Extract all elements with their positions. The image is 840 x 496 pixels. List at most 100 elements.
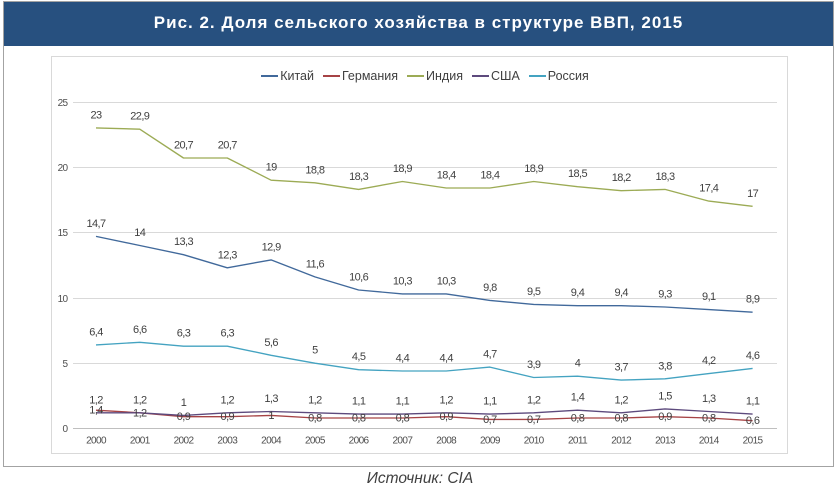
svg-text:2006: 2006 <box>349 436 370 447</box>
svg-text:18,3: 18,3 <box>655 171 674 183</box>
svg-text:1: 1 <box>268 410 274 422</box>
svg-text:1,1: 1,1 <box>352 396 366 408</box>
svg-text:9,1: 9,1 <box>702 291 716 303</box>
svg-text:25: 25 <box>58 98 69 109</box>
svg-text:15: 15 <box>58 228 69 239</box>
svg-text:23: 23 <box>90 109 102 121</box>
svg-text:1,2: 1,2 <box>89 394 103 406</box>
svg-text:6,4: 6,4 <box>89 326 103 338</box>
svg-text:4,2: 4,2 <box>702 355 716 367</box>
svg-text:18,5: 18,5 <box>568 168 587 180</box>
svg-text:18,9: 18,9 <box>524 163 543 175</box>
svg-text:2011: 2011 <box>568 436 588 447</box>
svg-text:0,8: 0,8 <box>702 413 716 425</box>
svg-text:0,8: 0,8 <box>352 413 366 425</box>
svg-text:2009: 2009 <box>480 436 501 447</box>
svg-text:2013: 2013 <box>655 436 676 447</box>
svg-text:2003: 2003 <box>217 436 238 447</box>
svg-text:1,3: 1,3 <box>264 393 278 405</box>
svg-text:1,2: 1,2 <box>614 394 628 406</box>
svg-text:19: 19 <box>266 162 278 174</box>
svg-text:0,9: 0,9 <box>177 411 191 423</box>
svg-text:1,1: 1,1 <box>483 396 497 408</box>
svg-text:1,4: 1,4 <box>571 392 585 404</box>
svg-text:14: 14 <box>134 227 146 239</box>
svg-text:1,2: 1,2 <box>439 394 453 406</box>
svg-text:6,6: 6,6 <box>133 324 147 336</box>
svg-text:17: 17 <box>747 188 759 200</box>
svg-text:1,3: 1,3 <box>702 393 716 405</box>
svg-text:14,7: 14,7 <box>86 218 105 230</box>
svg-text:2002: 2002 <box>174 436 195 447</box>
svg-text:18,4: 18,4 <box>480 170 499 182</box>
svg-text:2015: 2015 <box>743 436 764 447</box>
svg-text:18,8: 18,8 <box>305 164 324 176</box>
svg-text:10,6: 10,6 <box>349 272 368 284</box>
svg-text:18,4: 18,4 <box>437 170 456 182</box>
svg-text:1,4: 1,4 <box>89 405 103 417</box>
svg-text:0: 0 <box>63 424 69 435</box>
svg-text:18,2: 18,2 <box>612 172 631 184</box>
svg-text:20: 20 <box>58 163 69 174</box>
svg-text:1,2: 1,2 <box>221 394 235 406</box>
svg-text:6,3: 6,3 <box>177 328 191 340</box>
svg-text:9,4: 9,4 <box>614 287 628 299</box>
svg-text:5,6: 5,6 <box>264 337 278 349</box>
svg-text:12,9: 12,9 <box>262 241 281 253</box>
svg-text:4,4: 4,4 <box>439 353 453 365</box>
svg-text:0,8: 0,8 <box>571 413 585 425</box>
svg-text:1: 1 <box>181 397 187 409</box>
svg-text:9,8: 9,8 <box>483 282 497 294</box>
svg-text:1,5: 1,5 <box>658 390 672 402</box>
svg-text:13,3: 13,3 <box>174 236 193 248</box>
svg-text:8,9: 8,9 <box>746 294 760 306</box>
svg-text:11,6: 11,6 <box>306 258 325 270</box>
svg-text:18,3: 18,3 <box>349 171 368 183</box>
svg-text:9,5: 9,5 <box>527 286 541 298</box>
svg-text:10: 10 <box>58 294 69 305</box>
svg-text:2008: 2008 <box>436 436 457 447</box>
svg-text:1,2: 1,2 <box>133 407 147 419</box>
svg-text:0,9: 0,9 <box>439 411 453 423</box>
svg-text:0,8: 0,8 <box>396 413 410 425</box>
svg-text:10,3: 10,3 <box>393 275 412 287</box>
svg-text:10,3: 10,3 <box>437 275 456 287</box>
svg-text:2005: 2005 <box>305 436 326 447</box>
svg-text:20,7: 20,7 <box>218 140 237 152</box>
svg-text:9,3: 9,3 <box>658 289 672 301</box>
svg-text:9,4: 9,4 <box>571 287 585 299</box>
svg-text:22,9: 22,9 <box>130 111 149 123</box>
svg-text:0,7: 0,7 <box>527 414 541 426</box>
svg-text:2001: 2001 <box>130 436 151 447</box>
svg-text:1,1: 1,1 <box>746 396 760 408</box>
svg-text:17,4: 17,4 <box>699 183 718 195</box>
svg-text:3,7: 3,7 <box>614 362 628 374</box>
svg-text:5: 5 <box>63 359 69 370</box>
svg-text:0,8: 0,8 <box>308 413 322 425</box>
svg-text:0,7: 0,7 <box>483 414 497 426</box>
svg-text:4: 4 <box>575 358 581 370</box>
svg-text:2014: 2014 <box>699 436 720 447</box>
svg-text:0,9: 0,9 <box>221 411 235 423</box>
svg-text:6,3: 6,3 <box>221 328 235 340</box>
svg-text:0,9: 0,9 <box>658 411 672 423</box>
svg-text:2004: 2004 <box>261 436 282 447</box>
svg-text:3,8: 3,8 <box>658 360 672 372</box>
svg-text:3,9: 3,9 <box>527 359 541 371</box>
svg-text:4,4: 4,4 <box>396 353 410 365</box>
svg-text:0,8: 0,8 <box>614 413 628 425</box>
svg-text:1,2: 1,2 <box>133 394 147 406</box>
svg-text:1,2: 1,2 <box>527 394 541 406</box>
svg-text:12,3: 12,3 <box>218 249 237 261</box>
svg-text:2012: 2012 <box>611 436 632 447</box>
svg-text:0,6: 0,6 <box>746 415 760 427</box>
svg-text:5: 5 <box>312 345 318 357</box>
svg-text:4,7: 4,7 <box>483 349 497 361</box>
svg-text:1,2: 1,2 <box>308 394 322 406</box>
svg-text:2007: 2007 <box>392 436 413 447</box>
svg-text:20,7: 20,7 <box>174 140 193 152</box>
svg-text:18,9: 18,9 <box>393 163 412 175</box>
svg-text:4,6: 4,6 <box>746 350 760 362</box>
svg-text:1,1: 1,1 <box>396 396 410 408</box>
svg-text:4,5: 4,5 <box>352 351 366 363</box>
